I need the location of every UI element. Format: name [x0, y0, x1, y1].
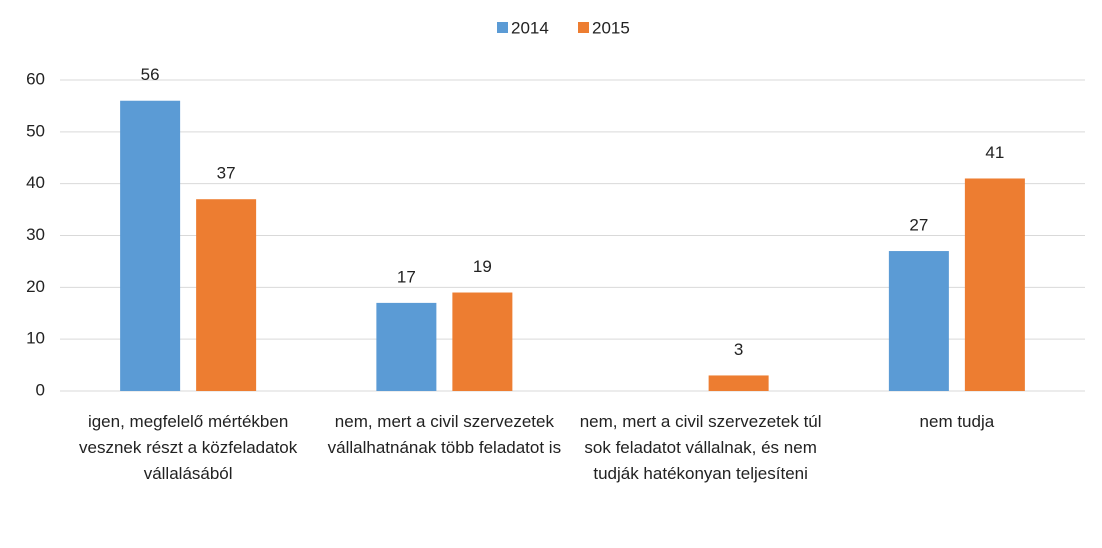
x-tick-label: nem tudja — [919, 412, 995, 431]
y-tick-label: 0 — [36, 380, 45, 399]
legend-swatch — [497, 22, 508, 33]
y-tick-label: 40 — [26, 173, 45, 192]
bar — [196, 199, 257, 391]
y-tick-label: 60 — [26, 69, 45, 88]
bar — [452, 292, 513, 391]
bar — [120, 100, 181, 391]
value-label: 27 — [909, 216, 928, 235]
y-tick-label: 30 — [26, 225, 45, 244]
x-tick-label: nem, mert a civil szervezetek vállalhatn… — [327, 412, 562, 457]
value-label: 19 — [473, 257, 492, 276]
bar — [964, 178, 1025, 391]
bar — [376, 302, 437, 391]
value-label: 3 — [734, 340, 743, 359]
bar — [708, 375, 769, 391]
value-label: 17 — [397, 267, 416, 286]
y-tick-label: 10 — [26, 329, 45, 348]
legend-label: 2015 — [592, 18, 630, 37]
value-label: 56 — [141, 65, 160, 84]
y-tick-label: 50 — [26, 121, 45, 140]
legend-label: 2014 — [511, 18, 549, 37]
bar — [888, 251, 949, 391]
x-tick-label: nem, mert a civil szervezetek túl sok fe… — [579, 412, 822, 483]
value-label: 37 — [217, 164, 236, 183]
legend-swatch — [578, 22, 589, 33]
x-tick-label: igen, megfelelő mértékben vesznek részt … — [78, 412, 298, 483]
value-label: 41 — [985, 143, 1004, 162]
y-tick-label: 20 — [26, 277, 45, 296]
